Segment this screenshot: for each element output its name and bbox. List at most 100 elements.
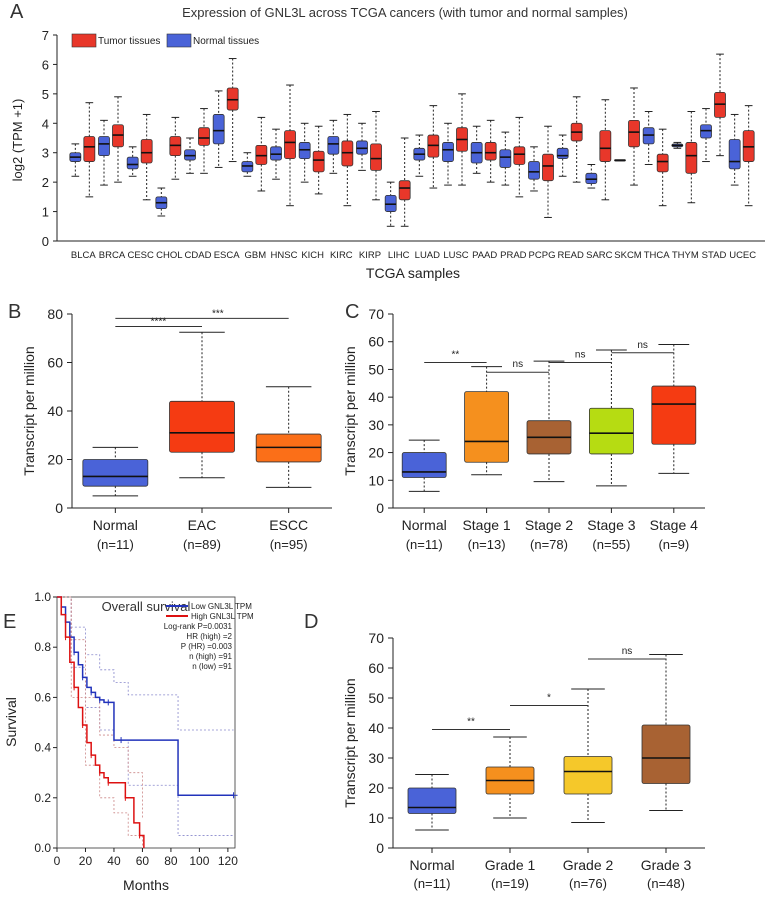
box-iqr [284,130,296,159]
y-tick-label-a: 3 [42,146,49,161]
x-tick-label-c: Stage 3 [587,517,635,533]
y-tick-label-a: 4 [42,116,49,131]
x-axis-label-e: Months [123,877,169,893]
x-tick-label-a: STAD [702,250,727,261]
box-tumor-CHOL [169,116,182,180]
legend-label-normal: Normal tissues [193,36,259,47]
y-tick-label-d: 20 [368,780,384,796]
box-tumor-THYM [685,111,698,204]
box-normal-THCA [642,111,655,165]
y-tick-label-b: 60 [47,355,63,371]
y-axis-label-c: Transcript per million [342,346,358,475]
legend-stat-e: P (HR) =0.003 [181,642,233,651]
y-tick-label-d: 40 [368,720,384,736]
box-iqr [140,139,153,164]
legend-swatch-normal [166,33,192,48]
y-tick-label-a: 6 [42,57,49,72]
x-tick-label-a: PCPG [529,250,556,261]
x-tick-label-a: PAAD [472,250,497,261]
x-tick-label-c: Stage 4 [650,517,698,533]
box-iqr [656,153,669,173]
box-d-Grade-3 [641,654,691,811]
y-tick-label-d: 60 [368,660,384,676]
sig-label-b: *** [212,308,224,319]
box-iqr [599,130,612,162]
x-tick-label-a: BLCA [71,250,96,261]
x-tick-label-a: LIHC [388,250,410,261]
x-tick-label-e: 100 [189,854,209,868]
x-tick-label-a: HNSC [271,250,298,261]
box-iqr [398,180,411,201]
x-tick-label-a: LUAD [415,250,440,261]
box-tumor-KICH [312,125,325,195]
x-tick-label-a: SKCM [614,250,642,261]
chart-title-a: Expression of GNL3L across TCGA cancers … [182,5,628,20]
x-tick-label-a: CESC [127,250,154,261]
y-tick-label-e: 0.4 [34,741,51,755]
x-sublabel-c: (n=11) [406,537,443,552]
box-normal-KIRP [356,122,368,171]
y-tick-label-a: 7 [42,28,49,43]
box-c-Stage-3 [589,349,634,487]
y-tick-label-b: 40 [47,403,63,419]
x-sublabel-b: (n=11) [97,537,134,552]
box-normal-BRCA [98,119,110,186]
box-tumor-HNSC [284,84,296,207]
km-curve-high [57,596,145,848]
x-tick-label-c: Stage 2 [525,517,573,533]
y-axis-label-d: Transcript per million [342,678,358,807]
panel-label-a: A [10,1,24,23]
box-tumor-PRAD [513,116,526,198]
x-tick-label-e: 0 [54,854,61,868]
y-axis-label-a: log2 (TPM +1) [10,99,25,182]
box-d-Grade-1 [485,736,535,819]
box-iqr [98,136,110,157]
box-iqr [728,139,741,170]
panel-label-b: B [8,301,21,323]
x-tick-label-d: Grade 1 [485,857,536,873]
y-tick-label-a: 1 [42,205,49,220]
y-tick-label-c: 0 [376,500,384,516]
box-normal-BLCA [69,143,82,177]
y-tick-label-c: 70 [368,306,384,322]
y-tick-label-c: 10 [368,472,384,488]
y-tick-label-e: 1.0 [34,590,51,604]
box-iqr [513,146,526,165]
box-iqr [169,400,235,453]
x-sublabel-d: (n=48) [647,876,685,891]
box-tumor-UCEC [742,105,755,207]
x-tick-label-a: CHOL [156,250,182,261]
box-tumor-CDAD [198,108,210,174]
y-tick-label-d: 0 [376,840,384,856]
y-tick-label-d: 30 [368,750,384,766]
x-sublabel-d: (n=19) [491,876,529,891]
box-tumor-READ [570,96,583,183]
box-tumor-ESCA [226,58,239,163]
sig-label-d: ns [622,646,633,657]
y-tick-label-e: 0.2 [34,791,51,805]
x-tick-label-a: BRCA [99,250,126,261]
box-normal-GBM [241,152,254,177]
sig-label-c: ns [637,340,648,351]
box-normal-LUAD [413,134,426,177]
box-iqr [401,452,447,478]
box-normal-PAAD [470,125,483,174]
x-tick-label-b: EAC [188,517,217,533]
box-iqr [370,143,382,171]
y-tick-label-c: 20 [368,445,384,461]
sig-label-c: ns [513,359,524,370]
legend-label-high: High GNL3L TPM [191,612,254,621]
box-iqr [464,391,510,463]
box-normal-KICH [298,122,311,183]
box-iqr [484,142,497,161]
box-iqr [563,756,613,795]
box-tumor-KIRP [370,111,382,201]
box-tumor-BRCA [112,96,124,183]
box-iqr [651,385,697,445]
sig-label-c: ns [575,350,586,361]
box-c-Stage-4 [651,343,697,474]
sig-label-d: * [547,693,551,704]
x-tick-label-c: Normal [402,517,447,533]
plot-frame-e [56,596,236,849]
panel-label-e: E [3,611,16,633]
